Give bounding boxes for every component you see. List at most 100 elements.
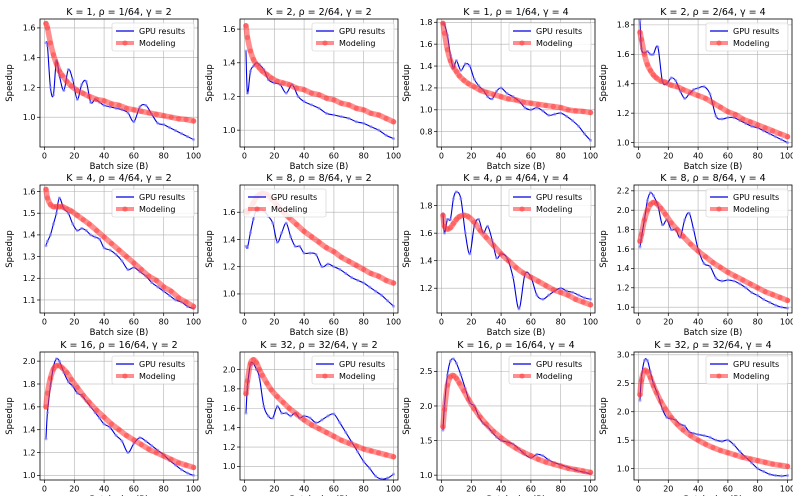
- y-tick-label: 1.0: [23, 471, 36, 480]
- y-tick-label: 1.5: [420, 436, 433, 445]
- modeling-marker: [56, 68, 62, 74]
- x-tick-label: 20: [466, 152, 476, 161]
- modeling-marker: [47, 375, 54, 381]
- y-tick-label: 1.4: [420, 256, 433, 265]
- modeling-marker: [637, 392, 643, 398]
- modeling-marker: [250, 357, 257, 363]
- y-tick-label: 1.2: [23, 83, 36, 92]
- gpu-results-marker: [271, 221, 275, 225]
- modeling-marker: [64, 78, 70, 85]
- modeling-marker: [747, 281, 753, 287]
- modeling-line: [43, 186, 197, 310]
- gpu-results-marker: [583, 296, 587, 300]
- legend-label: GPU results: [536, 193, 582, 202]
- x-tick-label: 0: [42, 318, 47, 327]
- modeling-marker: [498, 94, 504, 100]
- modeling-marker: [653, 200, 659, 207]
- modeling-marker: [376, 112, 382, 118]
- y-tick-label: 1.2: [223, 263, 236, 272]
- gpu-results-marker: [529, 108, 533, 112]
- y-tick-label: 1.2: [420, 84, 433, 93]
- modeling-marker: [361, 107, 367, 113]
- gpu-results-marker: [338, 421, 342, 425]
- modeling-marker: [47, 201, 54, 208]
- axes-frame: [436, 18, 596, 148]
- gpu-results-marker: [768, 300, 772, 304]
- y-tick-label: 1.0: [223, 290, 236, 299]
- modeling-marker: [108, 101, 115, 107]
- legend-marker-modeling: [519, 373, 525, 379]
- modeling-marker: [256, 65, 262, 71]
- x-tick-label: 80: [159, 485, 169, 494]
- modeling-marker: [565, 107, 571, 113]
- modeling-marker: [732, 273, 738, 279]
- modeling-marker: [777, 294, 783, 301]
- gpu-results-marker: [51, 222, 55, 226]
- modeling-marker: [68, 208, 74, 214]
- gpu-results-marker: [314, 252, 318, 256]
- gpu-results-marker: [138, 105, 142, 109]
- x-tick-label: 60: [129, 318, 139, 327]
- y-tick-label: 1.4: [223, 423, 236, 432]
- modeling-marker: [131, 260, 137, 266]
- modeling-marker: [368, 448, 374, 454]
- axes-frame: [436, 184, 596, 314]
- gpu-results-marker: [559, 111, 563, 115]
- gpu-results-marker: [648, 52, 652, 56]
- x-tick-label: 0: [242, 152, 247, 161]
- modeling-marker: [153, 449, 159, 456]
- legend-label: GPU results: [139, 27, 185, 36]
- gpu-results-marker: [284, 221, 288, 225]
- gpu-results-marker: [768, 132, 772, 136]
- x-tick-label: 0: [439, 318, 444, 327]
- modeling-marker: [376, 450, 382, 456]
- x-tick-label: 20: [663, 485, 673, 494]
- y-axis-label: Speedup: [5, 230, 15, 267]
- modeling-marker: [43, 404, 49, 410]
- y-tick-label: 1.8: [223, 385, 236, 394]
- modeling-marker: [641, 51, 648, 57]
- x-tick-label: 60: [329, 485, 339, 494]
- modeling-marker: [131, 437, 137, 443]
- gpu-results-marker: [374, 474, 378, 478]
- modeling-marker: [440, 20, 446, 26]
- modeling-marker: [535, 456, 541, 462]
- x-tick-label: 80: [753, 485, 763, 494]
- modeling-marker: [101, 98, 107, 104]
- modeling-marker: [64, 369, 70, 376]
- x-tick-label: 40: [693, 152, 703, 161]
- gpu-results-marker: [780, 305, 784, 309]
- modeling-marker: [80, 392, 86, 399]
- x-tick-label: 20: [663, 318, 673, 327]
- gpu-results-marker: [120, 259, 124, 263]
- y-tick-label: 1.1: [23, 296, 36, 305]
- modeling-marker: [573, 296, 579, 302]
- gpu-results-marker: [75, 229, 79, 233]
- axes-frame: [239, 184, 399, 314]
- gpu-results-marker: [54, 211, 58, 215]
- modeling-marker: [755, 122, 761, 128]
- modeling-marker: [505, 258, 512, 264]
- gpu-results-marker: [374, 289, 378, 293]
- legend-label: GPU results: [139, 360, 185, 369]
- legend-label: GPU results: [339, 360, 385, 369]
- gpu-results-marker: [651, 194, 655, 198]
- gpu-results-marker: [244, 411, 248, 415]
- gpu-results-marker: [463, 62, 467, 66]
- gpu-results-marker: [541, 297, 545, 301]
- modeling-marker: [280, 80, 286, 86]
- modeling-marker: [587, 469, 594, 475]
- x-axis-label: Batch size (B): [684, 162, 743, 172]
- legend-label: GPU results: [733, 360, 779, 369]
- modeling-marker: [244, 378, 251, 384]
- gpu-results-marker: [774, 135, 778, 139]
- modeling-marker: [138, 267, 144, 273]
- modeling-marker: [471, 406, 477, 412]
- x-tick-label: 100: [780, 152, 793, 161]
- gpu-results-marker: [120, 439, 124, 443]
- gpu-results-marker: [192, 473, 196, 477]
- gpu-results-marker: [589, 297, 593, 301]
- y-tick-label: 1.4: [23, 53, 36, 62]
- modeling-marker: [108, 421, 115, 427]
- x-tick-label: 80: [159, 152, 169, 161]
